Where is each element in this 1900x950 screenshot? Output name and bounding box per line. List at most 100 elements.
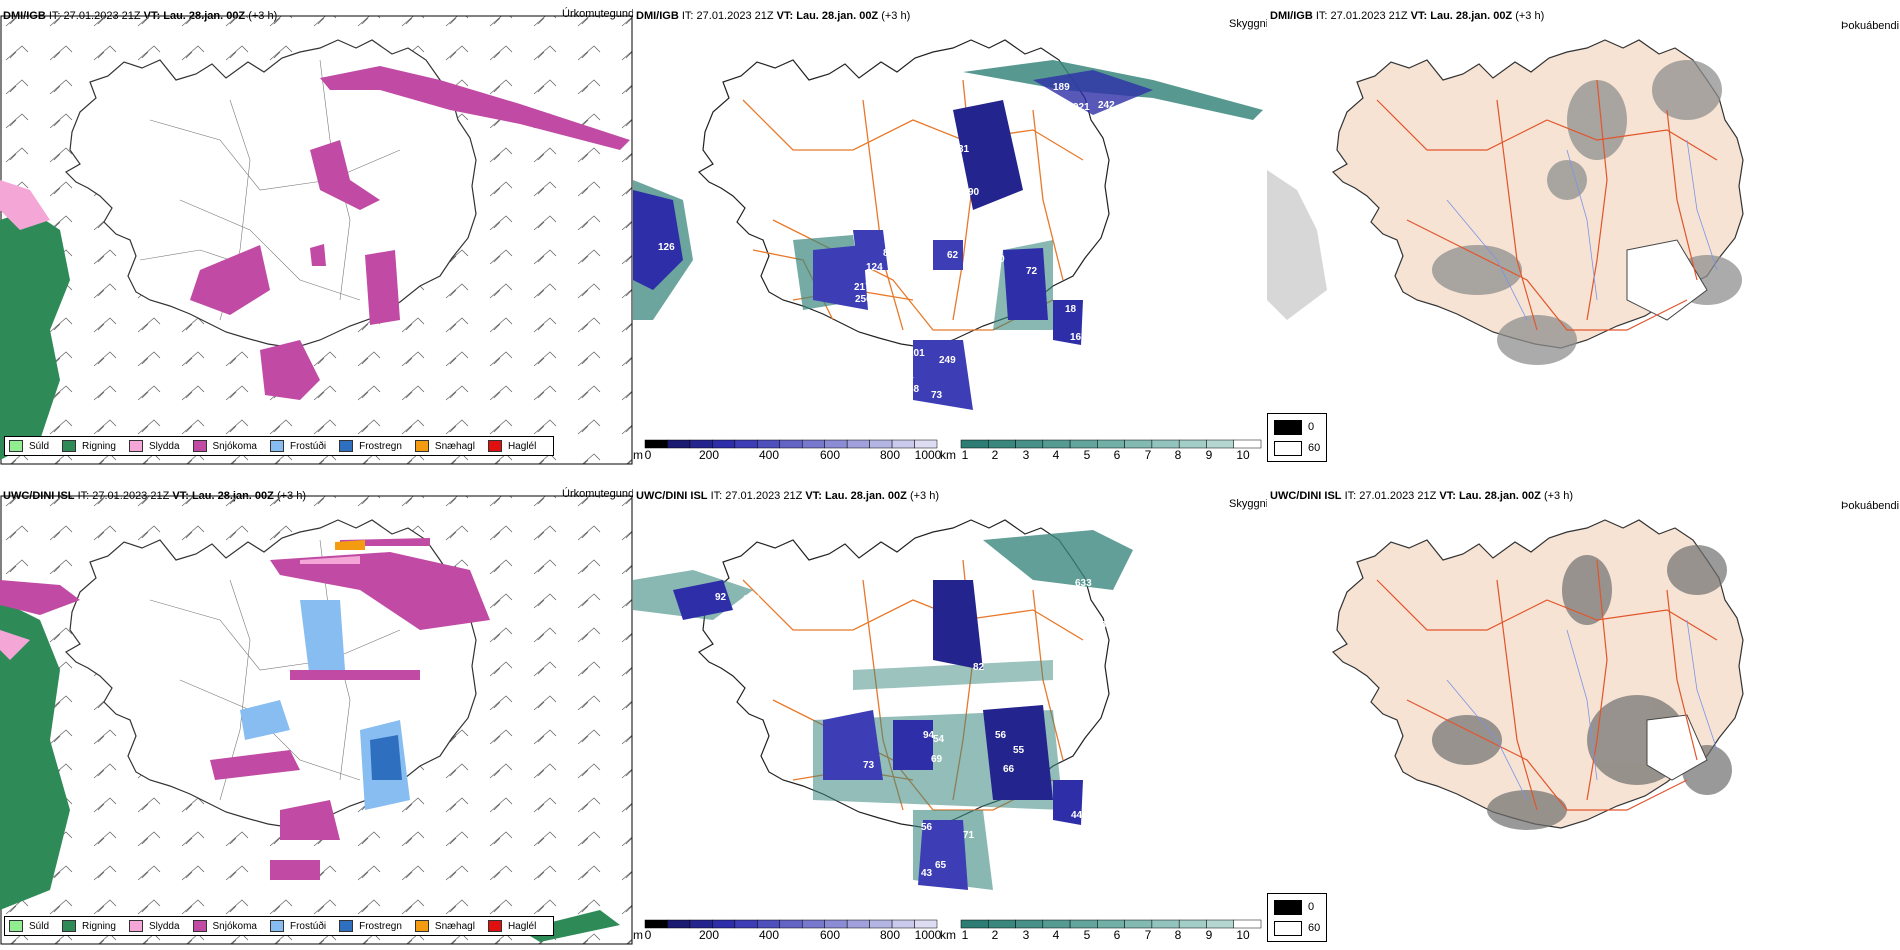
legend-item: Frostregn [339,440,402,452]
visibility-tick: 5 [1083,928,1091,942]
visibility-colorbar-swatch [988,439,1016,449]
legend-item: Súld [9,920,49,932]
cloud-base-tick: 200 [698,448,720,462]
panel-header: UWC/DINI ISL IT: 27.01.2023 21Z VT: Lau.… [1270,490,1573,502]
cloud-base-label: 38 [908,384,920,395]
legend-item: Frostúði [269,920,326,932]
cloud-base-label: 80 [883,248,895,259]
fog-map [1267,39,1744,365]
visibility-colorbar-swatch [1069,919,1098,929]
cloud-base-tick: 200 [698,928,720,942]
legend-swatch [62,920,77,932]
visibility-colorbar [960,919,1262,929]
cloud-base-label: 189 [1053,82,1070,93]
cloud-base-label: 72 [1026,266,1038,277]
fog-map [1332,519,1744,830]
visibility-colorbar-swatch [1233,919,1262,929]
legend-swatch [62,440,77,452]
cloud-base-tick: 800 [879,928,901,942]
visibility-colorbar-swatch [1178,439,1207,449]
visibility-colorbar-swatch [1233,439,1262,449]
cloud-base-areas [633,70,1153,410]
cloud-base-colorbar-swatch [801,439,825,449]
cloud-base-colorbar-swatch [734,439,758,449]
cloud-base-colorbar-swatch [689,439,713,449]
rivers [1446,139,1718,321]
cloud-base-label: 249 [939,355,956,366]
visibility-tick: 10 [1236,448,1250,462]
cloud-base-unit: m [633,448,643,462]
legend-item: Súld [9,440,49,452]
visibility-colorbar-swatch [1206,439,1234,449]
visibility-tick: 1 [961,448,969,462]
cloud-panel-bottom: UWC/DINI ISL IT: 27.01.2023 21Z VT: Lau.… [633,480,1267,950]
legend-swatch [9,440,23,452]
cloud-base-label: 56 [921,822,933,833]
visibility-tick: 10 [1236,928,1250,942]
legend-swatch [339,440,354,452]
visibility-colorbar-swatch [1097,919,1125,929]
legend-item: Rigning [62,920,116,932]
cloud-base-label: 73 [931,390,943,401]
visibility-tick: 2 [991,928,999,942]
visibility-colorbar-swatch [1124,919,1153,929]
cloud-base-label: 186 [743,594,760,605]
legend-item: Snæhagl [414,920,475,932]
cloud-base-tick: 800 [879,448,901,462]
cloud-base-tick: 400 [758,448,780,462]
rivers [1446,619,1718,801]
cloud-base-unit: m [633,928,643,942]
fog-legend-label: 60 [1308,922,1321,934]
cloud-base-colorbar-swatch [644,439,668,449]
cloud-panel-top: DMI/IGB IT: 27.01.2023 21Z VT: Lau. 28.j… [633,0,1267,470]
precip-map [0,15,633,465]
visibility-tick: 7 [1144,928,1152,942]
cloud-base-colorbar-swatch [846,439,870,449]
legend-item: Frostúði [269,440,326,452]
legend-swatch [339,920,354,932]
panel-header: DMI/IGB IT: 27.01.2023 21Z VT: Lau. 28.j… [1270,10,1545,22]
cloud-base-colorbar-swatch [712,439,736,449]
cloud-base-colorbar-swatch [757,439,781,449]
legend-item: Snæhagl [414,440,475,452]
cloud-base-label: 94 [923,730,935,741]
visibility-tick: 9 [1205,448,1213,462]
cloud-base-tick: 400 [758,928,780,942]
fog-legend-label: 0 [1308,421,1315,433]
visibility-colorbar [960,439,1262,449]
visibility-tick: 5 [1083,448,1091,462]
colorbars [644,439,1262,449]
legend-swatch [487,440,502,452]
cloud-base-label: 18 [1065,304,1077,315]
precip-legend: Súld Rigning Slydda Snjókoma Frostúði Fr… [4,436,555,456]
fog-legend: 0 60 [1267,413,1327,462]
road-network [1376,79,1718,331]
cloud-base-colorbar-swatch [869,919,893,929]
cloud-base-colorbar-swatch [846,919,870,929]
cloud-base-label: 71 [963,830,975,841]
cloud-title: Skyggni [1229,18,1267,30]
fog-legend-label: 0 [1308,901,1315,913]
cloud-base-tick: 0 [644,448,652,462]
cloud-base-colorbar-swatch [824,919,848,929]
cloud-base-colorbar-swatch [891,919,915,929]
fog-legend: 0 60 [1267,893,1327,942]
visibility-tick: 9 [1205,928,1213,942]
cloud-base-colorbar-swatch [801,919,825,929]
cloud-base-colorbar-swatch [667,919,691,929]
visibility-colorbar-swatch [988,919,1016,929]
cloud-base-colorbar-swatch [779,919,803,929]
cloud-base-colorbar-swatch [757,919,781,929]
fog-panel-top: DMI/IGB IT: 27.01.2023 21Z VT: Lau. 28.j… [1267,0,1900,470]
cloud-base-label: 62 [947,250,959,261]
legend-item: Haglél [487,440,536,452]
cloud-base-label: 242 [1098,100,1115,111]
cloud-base-colorbar [644,439,938,449]
precip-areas [0,538,620,942]
legend-swatch [128,920,143,932]
cloud-base-label: 100 [988,254,1005,265]
fog-areas [1432,545,1732,830]
visibility-colorbar-swatch [1015,439,1044,449]
